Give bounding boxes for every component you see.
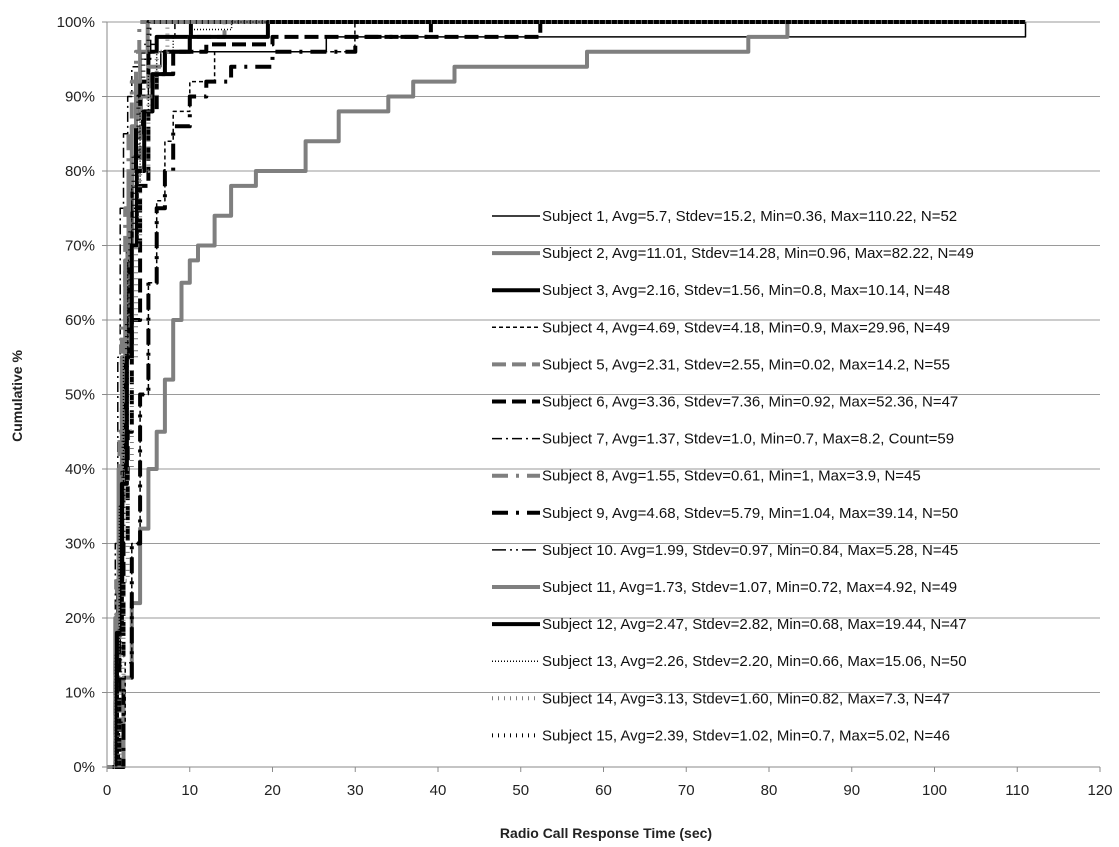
- x-tick-label: 50: [512, 782, 529, 799]
- series-line-4: [114, 21, 1026, 768]
- x-tick-label: 110: [1005, 782, 1029, 799]
- legend-label-1: Subject 1, Avg=5.7, Stdev=15.2, Min=0.36…: [542, 208, 957, 225]
- y-tick-label: 60%: [65, 312, 95, 329]
- y-tick-label: 0%: [73, 759, 95, 776]
- series-line-14: [113, 20, 1026, 769]
- legend-label-4: Subject 4, Avg=4.69, Stdev=4.18, Min=0.9…: [542, 319, 950, 336]
- x-tick-label: 60: [595, 782, 612, 799]
- legend-label-15: Subject 15, Avg=2.39, Stdev=1.02, Min=0.…: [542, 727, 950, 744]
- legend-label-3: Subject 3, Avg=2.16, Stdev=1.56, Min=0.8…: [542, 282, 950, 299]
- y-tick-label: 100%: [57, 14, 95, 31]
- x-tick-label: 30: [347, 782, 364, 799]
- x-axis-title: Radio Call Response Time (sec): [500, 825, 712, 841]
- legend-label-6: Subject 6, Avg=3.36, Stdev=7.36, Min=0.9…: [542, 394, 958, 411]
- x-tick-label: 90: [843, 782, 860, 799]
- legend: Subject 1, Avg=5.7, Stdev=15.2, Min=0.36…: [492, 208, 974, 744]
- legend-label-10: Subject 10. Avg=1.99, Stdev=0.97, Min=0.…: [542, 542, 958, 559]
- y-tick-label: 20%: [65, 610, 95, 627]
- legend-label-5: Subject 5, Avg=2.31, Stdev=2.55, Min=0.0…: [542, 356, 950, 373]
- legend-label-2: Subject 2, Avg=11.01, Stdev=14.28, Min=0…: [542, 245, 974, 262]
- y-tick-label: 90%: [65, 89, 95, 106]
- x-tick-label: 70: [678, 782, 695, 799]
- y-tick-label: 10%: [65, 685, 95, 702]
- legend-label-12: Subject 12, Avg=2.47, Stdev=2.82, Min=0.…: [542, 616, 967, 633]
- axes: [102, 21, 1101, 772]
- x-tick-label: 100: [922, 782, 947, 799]
- series-line-12: [112, 20, 1026, 769]
- series-line-7: [112, 21, 1026, 768]
- series-line-11: [113, 20, 1026, 769]
- x-tick-label: 10: [181, 782, 198, 799]
- x-tick-label: 20: [264, 782, 281, 799]
- series-line-15: [112, 20, 1026, 769]
- legend-label-13: Subject 13, Avg=2.26, Stdev=2.20, Min=0.…: [542, 653, 967, 670]
- legend-label-14: Subject 14, Avg=3.13, Stdev=1.60, Min=0.…: [542, 690, 950, 707]
- series-lines: [107, 20, 1027, 769]
- x-tick-label: 120: [1087, 782, 1112, 799]
- x-tick-label: 80: [761, 782, 778, 799]
- y-tick-label: 50%: [65, 387, 95, 404]
- y-tick-label: 30%: [65, 536, 95, 553]
- y-tick-label: 70%: [65, 238, 95, 255]
- tick-labels: 0% 10% 20% 30% 40% 50% 60% 70% 80% 90% 100% 0 10 20 30…: [57, 14, 1113, 799]
- legend-label-7: Subject 7, Avg=1.37, Stdev=1.0, Min=0.7,…: [542, 431, 954, 448]
- series-line-13: [112, 21, 1026, 768]
- legend-label-9: Subject 9, Avg=4.68, Stdev=5.79, Min=1.0…: [542, 505, 958, 522]
- y-axis-title: Cumulative %: [9, 350, 25, 442]
- x-tick-label: 0: [103, 782, 111, 799]
- legend-label-8: Subject 8, Avg=1.55, Stdev=0.61, Min=1, …: [542, 468, 921, 485]
- legend-label-11: Subject 11, Avg=1.73, Stdev=1.07, Min=0.…: [542, 579, 957, 596]
- x-tick-label: 40: [430, 782, 447, 799]
- y-tick-label: 80%: [65, 163, 95, 180]
- y-tick-label: 40%: [65, 461, 95, 478]
- series-line-2: [114, 20, 1026, 769]
- series-line-9: [115, 20, 1026, 769]
